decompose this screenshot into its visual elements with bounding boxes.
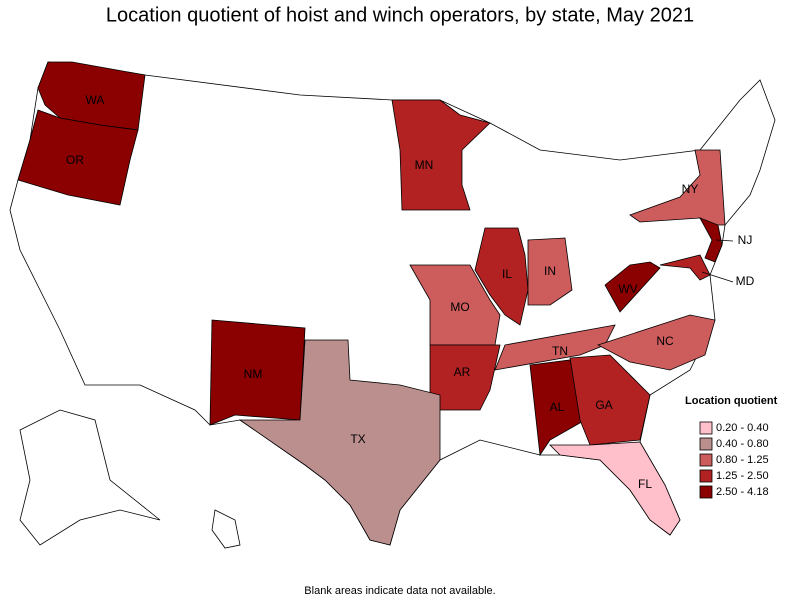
state-label: IL [502, 267, 512, 281]
state [409, 264, 501, 346]
legend-swatch [699, 453, 713, 467]
state-label: WV [618, 282, 637, 296]
state-label: NC [656, 334, 674, 348]
legend-swatch [699, 421, 713, 435]
state-label: NJ [738, 233, 753, 247]
state-label: FL [638, 477, 652, 491]
leader-line [701, 271, 734, 283]
state-label: TN [552, 344, 568, 358]
legend-swatch [699, 437, 713, 451]
state [17, 109, 139, 206]
hawaii [211, 509, 241, 549]
state [549, 441, 681, 536]
state [596, 314, 716, 371]
title: Location quotient of hoist and winch ope… [106, 4, 694, 26]
state-label: TX [350, 432, 365, 446]
state [629, 149, 726, 226]
state-label: NM [244, 367, 263, 381]
legend-label: 0.40 - 0.80 [716, 438, 769, 450]
state [699, 217, 723, 263]
state [494, 324, 616, 371]
legend-label: 1.25 - 2.50 [716, 470, 769, 482]
state-label: GA [595, 398, 612, 412]
state [569, 354, 651, 446]
state-label: OR [66, 153, 84, 167]
legend-label: 2.50 - 4.18 [716, 486, 769, 498]
state-label: WA [86, 93, 105, 107]
state-label: IN [544, 264, 556, 278]
footnote: Blank areas indicate data not available. [304, 585, 495, 597]
state-label: MD [736, 274, 755, 288]
alaska [19, 409, 161, 546]
state-label: MN [415, 158, 434, 172]
state [474, 227, 529, 326]
legend-title: Location quotient [685, 395, 778, 407]
state [659, 254, 711, 281]
legend-swatch [699, 469, 713, 483]
leader-line [715, 239, 734, 242]
state [209, 319, 306, 426]
legend-label: 0.20 - 0.40 [716, 422, 769, 434]
legend-swatch [699, 485, 713, 499]
state-label: AR [454, 365, 471, 379]
state [604, 261, 661, 313]
state [391, 99, 491, 211]
state-label: NY [682, 182, 699, 196]
state-label: AL [550, 400, 565, 414]
state-label: MO [450, 300, 469, 314]
state [527, 237, 573, 306]
legend-label: 0.80 - 1.25 [716, 454, 769, 466]
state [238, 339, 441, 546]
state [529, 359, 586, 457]
